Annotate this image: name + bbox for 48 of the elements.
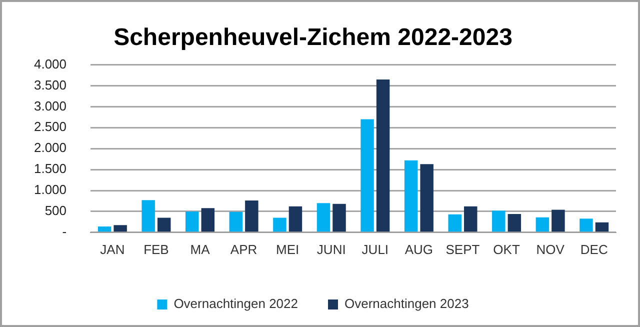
bar (464, 206, 478, 232)
bar (288, 206, 302, 232)
x-tick-label: JUNI (316, 242, 346, 257)
bar (376, 79, 390, 232)
y-tick-label: 3.000 (34, 98, 67, 114)
bar (580, 218, 593, 232)
bar (245, 200, 258, 232)
x-tick-label: AUG (404, 242, 434, 257)
bar (229, 212, 243, 232)
bar (448, 214, 462, 232)
x-tick-label: SEPT (446, 242, 480, 257)
y-tick-label: 500 (44, 203, 67, 218)
x-tick-label: JULI (362, 242, 389, 257)
legend-label: Overnachtingen 2022 (174, 296, 298, 312)
bar (273, 218, 286, 232)
x-tick-label: OKT (493, 242, 520, 257)
bar (157, 218, 171, 232)
y-tick-label: 2.500 (34, 119, 67, 134)
bar (508, 214, 522, 232)
bar (332, 204, 346, 232)
x-tick-label: FEB (144, 242, 169, 257)
chart-title: Scherpenheuvel-Zichem 2022-2023 (114, 24, 512, 52)
x-tick-label: MEI (276, 242, 300, 257)
y-tick-label: 2.000 (34, 140, 67, 156)
bar (595, 222, 609, 232)
x-tick-label: MA (190, 242, 210, 257)
x-tick-label: DEC (580, 242, 608, 257)
bar (492, 210, 506, 232)
x-tick-label: JAN (100, 242, 125, 257)
bar (98, 226, 112, 232)
y-tick-label: 4.000 (34, 56, 67, 72)
bar (420, 164, 434, 232)
bar (142, 200, 155, 232)
legend-label: Overnachtingen 2023 (344, 296, 469, 312)
bar (552, 210, 565, 232)
bar (404, 160, 418, 232)
bar (360, 119, 374, 232)
bar (186, 211, 199, 232)
bar (114, 225, 127, 232)
x-tick-label: NOV (536, 242, 565, 257)
bar (536, 217, 550, 232)
bar (201, 208, 215, 232)
bar (316, 203, 330, 232)
x-tick-label: APR (230, 242, 258, 257)
y-tick-label: - (62, 224, 67, 239)
y-tick-label: 1.000 (34, 182, 67, 198)
y-tick-label: 1.500 (34, 161, 67, 176)
y-tick-label: 3.500 (34, 77, 67, 92)
